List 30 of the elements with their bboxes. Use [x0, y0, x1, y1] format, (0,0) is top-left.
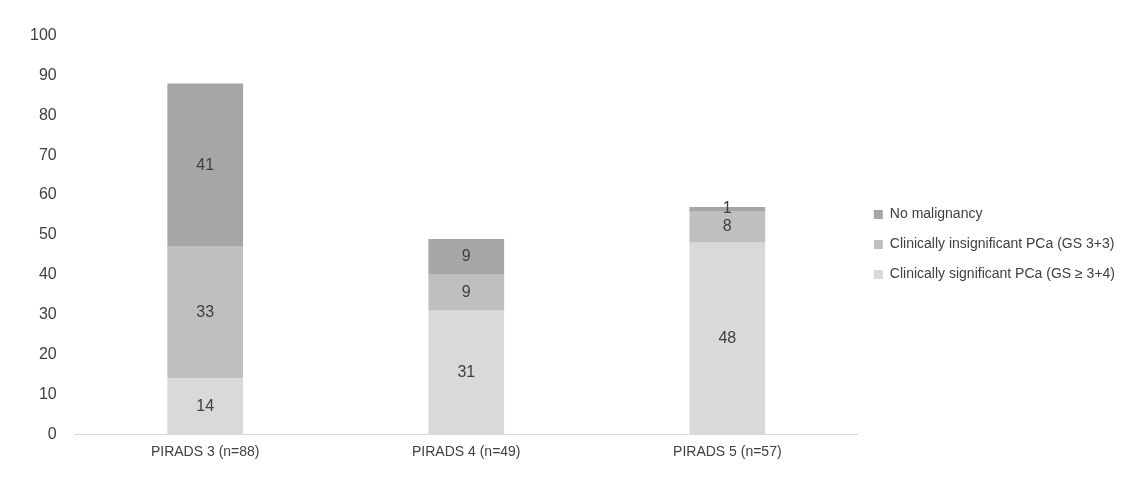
data-label: 9: [461, 247, 471, 265]
y-tick-label: 10: [38, 384, 57, 402]
y-tick-label: 100: [29, 26, 57, 44]
legend-label: Clinically significant PCa (GS ≥ 3+4): [889, 265, 1115, 282]
data-label: 8: [722, 217, 732, 235]
x-tick-label: PIRADS 4 (n=49): [411, 443, 521, 460]
bar: [428, 238, 505, 275]
data-label: 33: [196, 303, 215, 321]
data-label: 1: [722, 199, 732, 217]
y-tick-label: 60: [38, 185, 57, 203]
y-tick-label: 20: [38, 344, 57, 362]
bar: [167, 246, 244, 379]
legend-label: Clinically insignificant PCa (GS 3+3): [889, 235, 1115, 252]
y-tick-label: 90: [38, 65, 57, 83]
data-label: 14: [196, 396, 215, 414]
data-label: 9: [461, 283, 471, 301]
x-tick-label: PIRADS 5 (n=57): [673, 443, 782, 460]
y-tick-label: 70: [38, 145, 57, 163]
y-tick-label: 50: [38, 225, 57, 243]
bar: [167, 83, 244, 247]
data-label: 48: [718, 328, 737, 346]
y-tick-label: 0: [47, 424, 57, 442]
data-label: 41: [196, 155, 215, 173]
y-tick-label: 40: [38, 265, 57, 283]
y-tick-label: 80: [38, 105, 57, 123]
y-tick-label: 30: [38, 305, 57, 323]
bar: [428, 274, 505, 311]
x-tick-label: PIRADS 3 (n=88): [150, 443, 260, 460]
legend-label: No malignancy: [889, 205, 983, 222]
data-label: 31: [457, 362, 476, 380]
